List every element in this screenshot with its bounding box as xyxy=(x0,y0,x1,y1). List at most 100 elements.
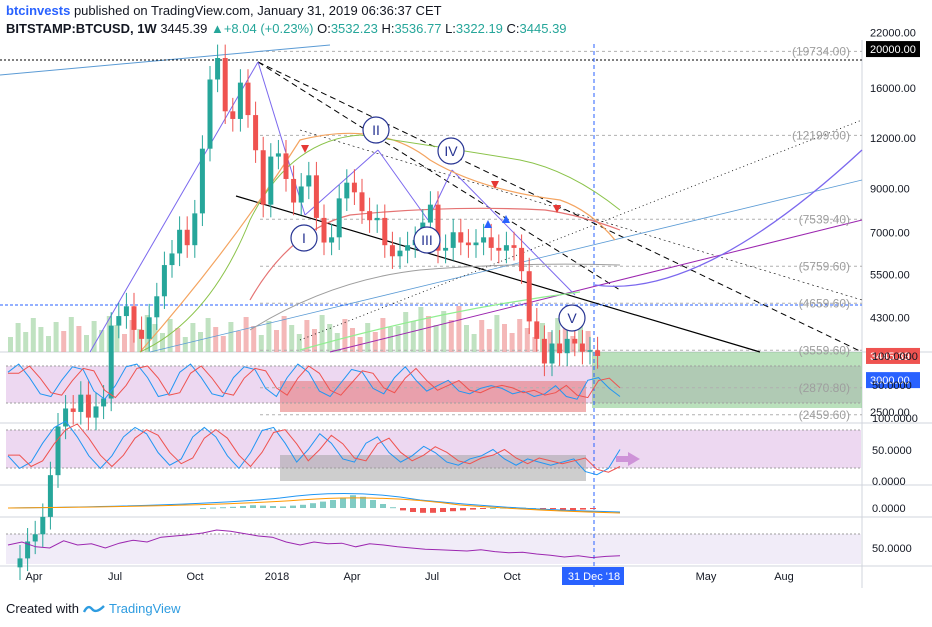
publish-header: btcinvests published on TradingView.com,… xyxy=(6,2,442,19)
time-cursor-label: 31 Dec '18 xyxy=(568,571,620,583)
trend-line xyxy=(329,219,863,353)
candle-body xyxy=(146,317,152,339)
price-axis-label: 4300.00 xyxy=(870,312,910,324)
author-name[interactable]: btcinvests xyxy=(6,3,71,18)
close-value: 3445.39 xyxy=(519,21,567,36)
volume-bar xyxy=(395,326,401,352)
candle-body xyxy=(108,325,114,399)
time-cursor-badge xyxy=(562,567,624,585)
candle-body xyxy=(32,534,38,542)
wave-circle xyxy=(437,137,465,165)
candle-body xyxy=(63,408,69,427)
macd-histogram-bar xyxy=(490,508,496,509)
time-axis-label: Apr xyxy=(343,571,360,583)
candle-body xyxy=(275,153,281,157)
candle-body xyxy=(101,398,107,407)
volume-bar xyxy=(236,331,241,352)
volume-bar xyxy=(585,331,591,352)
volume-bar xyxy=(410,321,416,352)
volume-bar xyxy=(258,335,264,352)
time-axis-label: 2018 xyxy=(265,571,289,583)
volume-bar xyxy=(448,320,454,352)
time-axis-label: May xyxy=(696,571,717,583)
sell-arrow-icon xyxy=(553,205,561,213)
wave-circle xyxy=(413,226,441,254)
wave-label: I xyxy=(302,230,306,246)
price-axis-label: 9000.00 xyxy=(870,183,910,195)
candle-body xyxy=(268,156,274,205)
macd-histogram-bar xyxy=(410,508,416,512)
candle-body xyxy=(374,217,380,221)
tradingview-brand[interactable]: TradingView xyxy=(108,601,181,616)
trend-line xyxy=(257,61,306,216)
sma-grey-line xyxy=(249,263,621,331)
candle-body xyxy=(481,237,487,243)
close-label: C: xyxy=(506,21,520,36)
macd-histogram-bar xyxy=(270,506,276,508)
tradingview-logo-icon xyxy=(82,604,105,613)
candle-body xyxy=(564,338,570,354)
pointer-arrow-icon xyxy=(616,452,640,466)
volume-bar xyxy=(220,336,226,352)
macd-histogram-bar xyxy=(300,504,306,508)
macd-histogram-bar xyxy=(320,501,326,508)
candle-body xyxy=(405,245,411,251)
macd-histogram-bar xyxy=(580,508,586,510)
macd-histogram-bar xyxy=(260,505,266,508)
macd-histogram-bar xyxy=(440,508,446,512)
volume-bar xyxy=(327,324,333,352)
volume-bar xyxy=(365,323,371,352)
volume-bar xyxy=(68,317,74,352)
volume-bar xyxy=(464,325,469,352)
candle-body xyxy=(351,182,357,193)
volume-bar xyxy=(53,322,59,352)
fib-level-label: (12199.00) xyxy=(792,128,850,142)
low-value: 3322.19 xyxy=(455,21,503,36)
candle-body xyxy=(526,271,532,322)
volume-bar xyxy=(99,330,105,352)
volume-bar xyxy=(8,337,13,352)
volume-bar xyxy=(76,326,82,352)
volume-bar xyxy=(547,332,553,352)
symbol-name[interactable]: BITSTAMP:BTCUSD, 1W xyxy=(6,21,157,36)
fib-level-label: (5759.60) xyxy=(799,259,850,273)
volume-bar xyxy=(441,311,447,352)
sma-lightgreen-line xyxy=(299,291,581,351)
volume-bar xyxy=(524,328,530,352)
volume-bar xyxy=(175,328,181,352)
stoch1-green-box xyxy=(592,352,862,408)
candle-body xyxy=(549,343,555,364)
macd-histogram-bar xyxy=(340,497,346,508)
sma-green-line xyxy=(139,134,621,353)
high-value: 3536.77 xyxy=(394,21,442,36)
macd-histogram-bar xyxy=(310,503,316,508)
volume-bar xyxy=(274,330,279,352)
volume-bar xyxy=(251,326,257,352)
macd-histogram-bar xyxy=(230,506,236,508)
buy-arrow-icon xyxy=(484,220,492,228)
projection-curve xyxy=(594,149,863,287)
candle-body xyxy=(473,242,479,246)
candle-body xyxy=(458,232,464,243)
candle-body xyxy=(169,253,175,266)
candle-body xyxy=(595,350,601,356)
macd-histogram-bar xyxy=(540,508,546,509)
macd-histogram-bar xyxy=(420,508,426,513)
candle-body xyxy=(215,58,221,80)
candle-body xyxy=(306,175,312,187)
candle-body xyxy=(245,82,251,116)
candle-body xyxy=(435,204,441,251)
rsi-band xyxy=(6,534,861,564)
macd-histogram-bar xyxy=(280,506,286,508)
candle-body xyxy=(192,213,198,246)
price-badge-label: 3445.39 xyxy=(870,351,910,363)
candle-body xyxy=(465,242,471,246)
macd-histogram-bar xyxy=(370,500,376,508)
fib-level-label: (19734.00) xyxy=(792,44,850,58)
volume-bar xyxy=(296,334,302,352)
volume-bar xyxy=(372,332,378,352)
candle-body xyxy=(260,150,266,205)
volume-bar xyxy=(122,334,127,352)
footer: Created with TradingView xyxy=(6,601,181,616)
